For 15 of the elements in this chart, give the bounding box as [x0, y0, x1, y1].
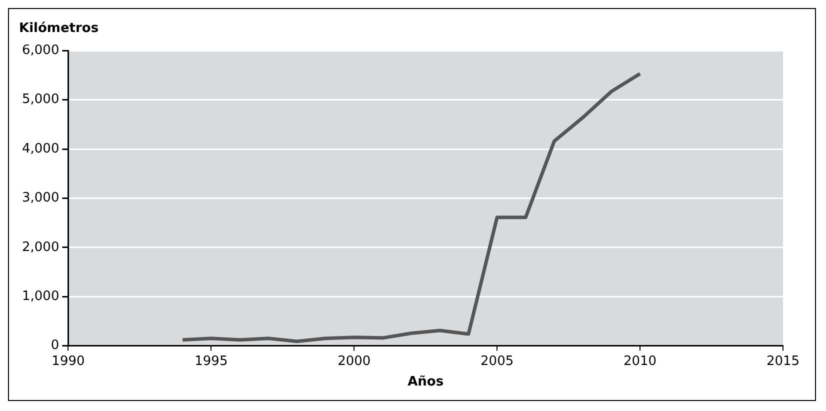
x-tick-label: 1995 — [194, 354, 228, 369]
y-tick-label: 5,000 — [22, 92, 60, 108]
y-tick-label: 4,000 — [22, 141, 60, 156]
y-tick-label: 1,000 — [22, 288, 60, 304]
x-tick-label: 1990 — [52, 354, 85, 369]
y-tick-label: 6,000 — [22, 42, 60, 58]
y-axis-title: Kilómetros — [19, 21, 99, 36]
x-tick-label: 2010 — [623, 354, 657, 369]
y-tick-label: 3,000 — [22, 190, 60, 206]
x-axis-title: Años — [408, 374, 444, 390]
y-tick-label: 2,000 — [22, 240, 60, 255]
y-tick-label: 0 — [50, 338, 60, 354]
x-tick-label: 2000 — [338, 354, 371, 369]
x-tick-label: 2005 — [480, 354, 514, 369]
x-tick-label: 2015 — [766, 354, 800, 369]
